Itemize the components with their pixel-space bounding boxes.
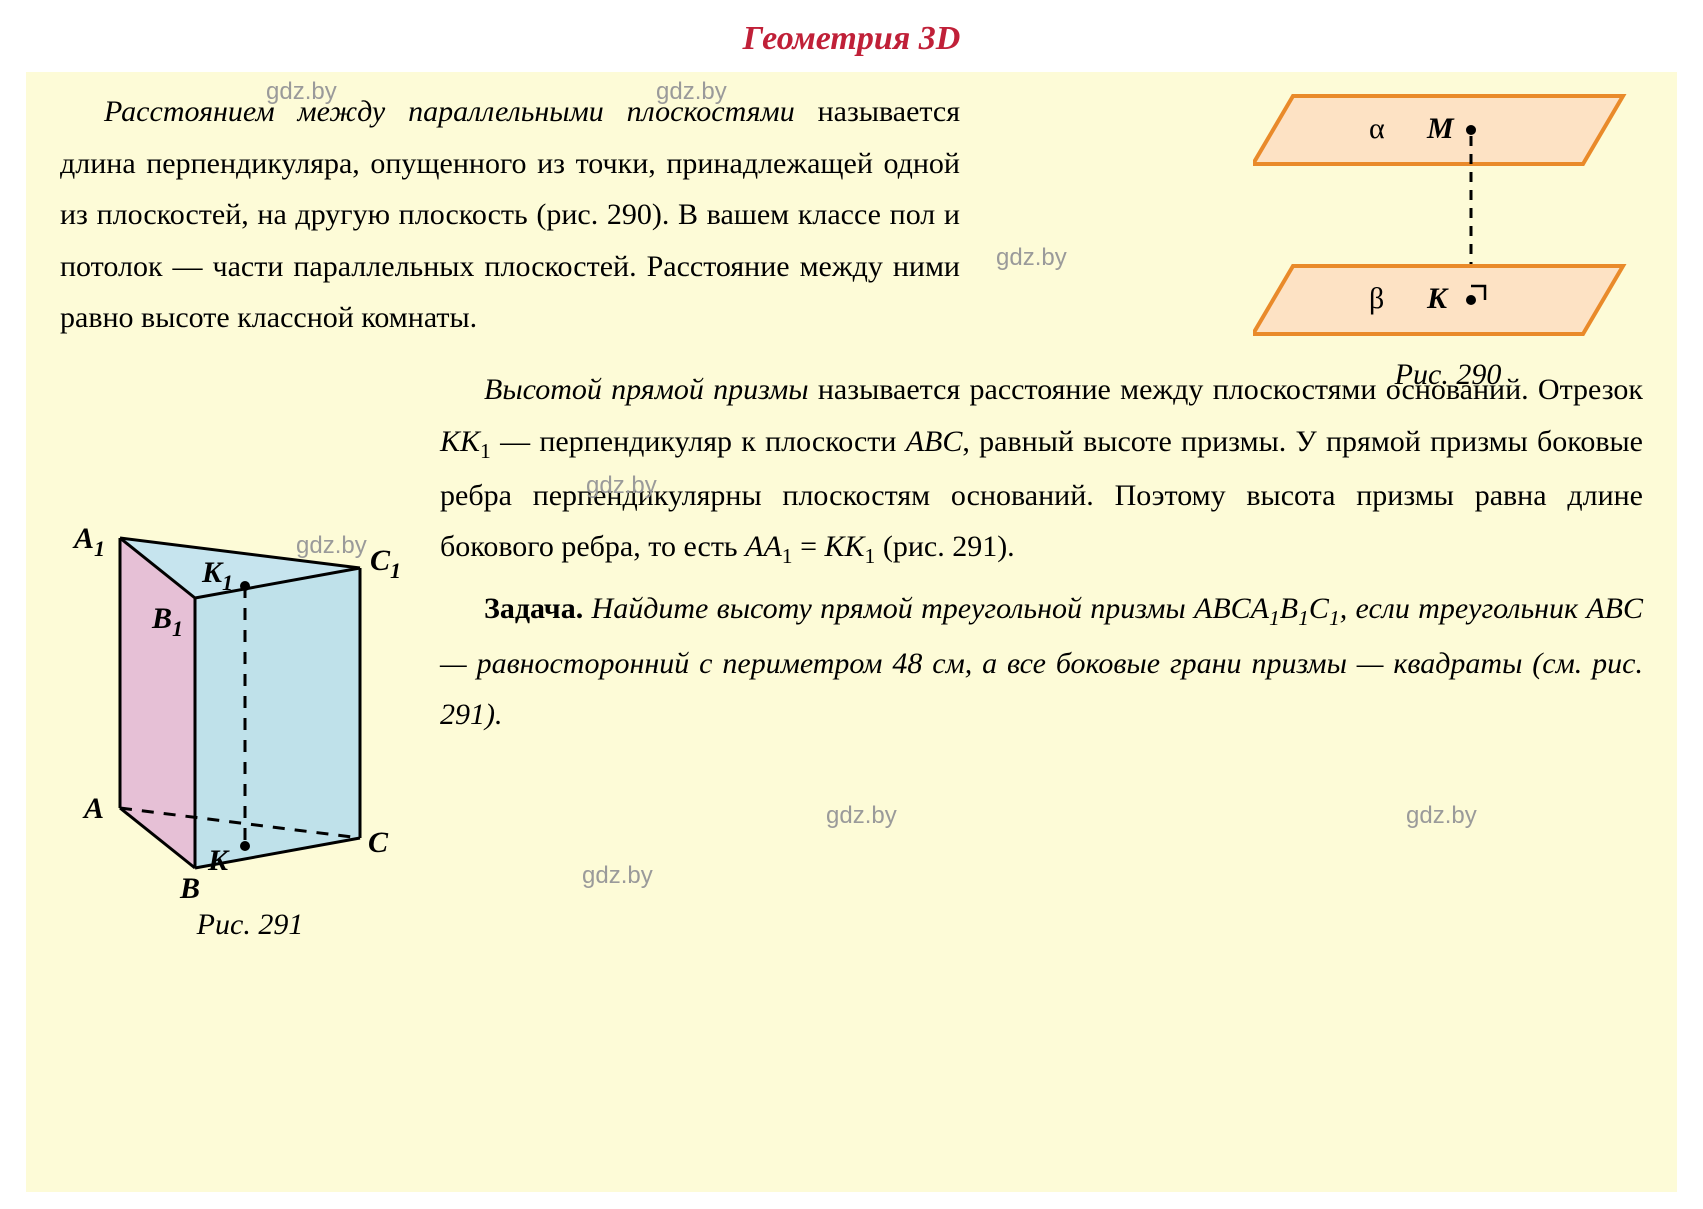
paragraph-1: Расстоянием между параллельными плоскост…	[60, 86, 960, 344]
task-label: Задача.	[484, 592, 583, 625]
content-box: α M β K Рис. 290 gdz.by gdz.by gdz.by gd…	[26, 72, 1677, 1192]
planes-diagram: α M β K	[1253, 86, 1643, 346]
t: Найдите высоту прямой треугольной призмы	[592, 592, 1194, 625]
label-c: C	[368, 826, 389, 859]
t: , если треугольник	[1340, 592, 1587, 625]
point-k1	[240, 581, 250, 591]
t: — перпендикуляр к плоскости	[491, 425, 906, 458]
t: ABC	[906, 425, 963, 458]
label-a: A	[82, 792, 104, 825]
t: ABCA	[1194, 592, 1269, 625]
label-k: K	[207, 844, 230, 877]
watermark: gdz.by	[296, 532, 367, 560]
t: KK	[825, 530, 865, 563]
watermark: gdz.by	[266, 78, 337, 106]
t: 1	[1298, 606, 1309, 630]
para2a-lead: Высотой прямой призмы	[484, 373, 809, 406]
alpha-label: α	[1369, 112, 1385, 145]
t: 1	[480, 439, 491, 463]
beta-label: β	[1369, 282, 1384, 315]
watermark: gdz.by	[582, 862, 653, 890]
point-k	[1466, 295, 1476, 305]
task-paragraph: Задача. Найдите высоту прямой треугольно…	[440, 583, 1643, 740]
watermark: gdz.by	[586, 472, 657, 500]
k-label: K	[1426, 282, 1449, 315]
t: =	[793, 530, 825, 563]
page-title: Геометрия 3D	[0, 0, 1703, 72]
point-m	[1466, 125, 1476, 135]
t: — равносторонний с периметром 48 см, а в…	[440, 647, 1643, 732]
paragraph-2-block: A1 B1 C1 K1 A B C K Рис. 291 Высотой пря…	[60, 364, 1643, 942]
watermark: gdz.by	[826, 802, 897, 830]
figure-290: α M β K Рис. 290	[1253, 86, 1643, 392]
t: KK	[440, 425, 480, 458]
fig290-caption: Рис. 290	[1253, 358, 1643, 392]
t: B	[1280, 592, 1298, 625]
watermark: gdz.by	[656, 78, 727, 106]
para1-rest: называется длина перпендикуляра, опущенн…	[60, 95, 960, 334]
m-label: M	[1426, 112, 1455, 145]
figure-291: A1 B1 C1 K1 A B C K Рис. 291	[60, 364, 440, 942]
fig291-caption: Рис. 291	[60, 908, 440, 942]
watermark: gdz.by	[996, 244, 1067, 272]
label-a1: A1	[72, 522, 105, 561]
t: C	[1309, 592, 1329, 625]
t: (рис. 291).	[875, 530, 1014, 563]
watermark: gdz.by	[1406, 802, 1477, 830]
label-b: B	[179, 872, 200, 898]
t: 1	[782, 544, 793, 568]
para2a: Высотой прямой призмы называется расстоя…	[440, 364, 1643, 575]
t: 1	[865, 544, 876, 568]
t: ABC	[1586, 592, 1643, 625]
t: AA	[745, 530, 782, 563]
title-text: Геометрия 3D	[743, 20, 961, 57]
prism-face-right	[195, 568, 360, 868]
label-c1: C1	[370, 544, 401, 583]
paragraph-2-text: Высотой прямой призмы называется расстоя…	[440, 364, 1643, 942]
point-k-bottom	[240, 841, 250, 851]
t: 1	[1269, 606, 1280, 630]
t: 1	[1329, 606, 1340, 630]
